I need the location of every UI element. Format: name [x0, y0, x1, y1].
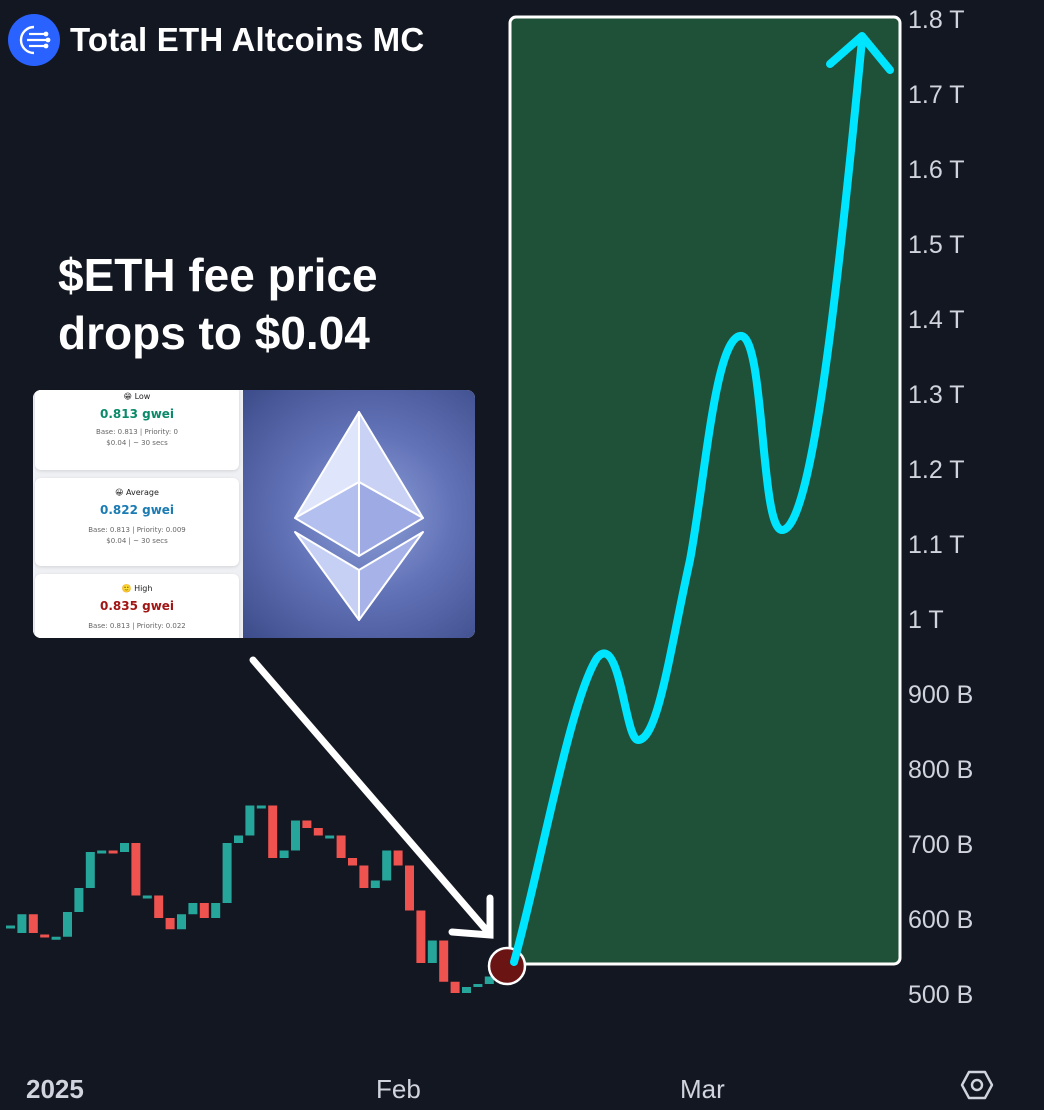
- y-tick: 1.5 T: [908, 231, 965, 259]
- candle: [40, 934, 50, 938]
- y-tick: 1 T: [908, 606, 944, 634]
- chart-header: Total ETH Altcoins MC: [8, 14, 424, 66]
- candle: [51, 936, 61, 940]
- network-nodes-icon: [8, 14, 60, 66]
- annotation-line-1: $ETH fee price: [58, 249, 378, 301]
- candle: [108, 850, 118, 854]
- gas-tier-cost: $0.04 | ~ 30 secs: [106, 537, 168, 545]
- candle: [382, 850, 392, 881]
- candle: [188, 903, 198, 915]
- candle: [484, 976, 494, 984]
- candle: [370, 880, 380, 888]
- x-tick-mar: Mar: [680, 1074, 725, 1104]
- candle: [131, 843, 141, 896]
- chart-title: Total ETH Altcoins MC: [70, 21, 425, 58]
- pointer-arrow: [249, 656, 494, 939]
- x-tick-feb: Feb: [376, 1074, 421, 1104]
- candle: [416, 910, 426, 963]
- candle: [28, 914, 38, 933]
- y-tick: 1.3 T: [908, 381, 965, 409]
- annotation-text: $ETH fee price drops to $0.04: [58, 246, 378, 362]
- gas-tier-high: 🙂 High 0.835 gwei Base: 0.813 | Priority…: [35, 574, 239, 638]
- ethereum-logo-panel: [243, 390, 475, 638]
- gas-tier-value: 0.835 gwei: [99, 599, 175, 613]
- candle: [120, 843, 129, 852]
- candle: [222, 843, 232, 903]
- gas-tier-value: 0.813 gwei: [99, 407, 175, 421]
- candle: [393, 850, 403, 866]
- candle: [154, 895, 164, 918]
- candle: [450, 981, 460, 993]
- candle: [268, 805, 278, 858]
- candle: [279, 850, 289, 858]
- gas-tier-average: 😀 Average 0.822 gwei Base: 0.813 | Prior…: [35, 478, 239, 566]
- y-tick: 800 B: [908, 756, 974, 784]
- candle: [211, 903, 221, 918]
- candle: [142, 895, 152, 899]
- projection-arrowhead: [826, 32, 894, 74]
- candle: [359, 865, 369, 888]
- candle: [234, 835, 243, 843]
- y-tick: 900 B: [908, 681, 974, 709]
- candle: [313, 828, 323, 836]
- y-tick: 700 B: [908, 831, 974, 859]
- candle: [473, 984, 483, 987]
- candles-group: [6, 805, 494, 993]
- gas-tier-label: 🙂 High: [121, 584, 153, 593]
- y-tick: 1.8 T: [908, 6, 965, 34]
- gas-tier-detail: Base: 0.813 | Priority: 0: [96, 428, 178, 436]
- candle: [85, 852, 95, 888]
- candle: [336, 835, 346, 858]
- candle: [245, 805, 255, 836]
- candle: [63, 912, 72, 937]
- projection-line: [510, 36, 866, 966]
- gas-tiers-panel: 😁 Low 0.813 gwei Base: 0.813 | Priority:…: [33, 390, 243, 638]
- y-tick: 500 B: [908, 981, 974, 1009]
- candle: [199, 903, 209, 918]
- annotation-line-2: drops to $0.04: [58, 307, 370, 359]
- candle: [302, 820, 312, 828]
- candle: [165, 918, 175, 930]
- gas-tier-detail: Base: 0.813 | Priority: 0.022: [88, 622, 186, 630]
- ethereum-logo-icon: [294, 411, 424, 621]
- projection-box: [508, 15, 902, 966]
- candle: [348, 858, 357, 866]
- candle: [462, 987, 471, 993]
- candle: [427, 940, 437, 963]
- gas-tier-label: 😁 Low: [123, 392, 151, 401]
- candle: [177, 914, 186, 930]
- y-tick: 1.2 T: [908, 456, 965, 484]
- candle: [405, 865, 414, 911]
- y-tick: 1.7 T: [908, 81, 965, 109]
- gas-fee-card: 😁 Low 0.813 gwei Base: 0.813 | Priority:…: [33, 390, 475, 638]
- x-tick-year: 2025: [26, 1074, 84, 1104]
- gas-tier-label: 😀 Average: [115, 488, 159, 497]
- gas-tier-value: 0.822 gwei: [99, 503, 175, 517]
- candle: [325, 835, 335, 839]
- candle: [74, 888, 84, 912]
- gas-tier-cost: $0.04 | ~ 30 secs: [106, 439, 168, 447]
- gas-tier-detail: Base: 0.813 | Priority: 0.009: [88, 526, 186, 534]
- candle: [256, 805, 266, 809]
- y-tick: 1.6 T: [908, 156, 965, 184]
- y-tick: 1.4 T: [908, 306, 965, 334]
- settings-hexagon-icon[interactable]: [960, 1068, 994, 1102]
- candle: [17, 914, 27, 933]
- candle: [291, 820, 300, 851]
- gas-tier-low: 😁 Low 0.813 gwei Base: 0.813 | Priority:…: [35, 390, 239, 470]
- candle: [6, 925, 15, 929]
- y-tick: 1.1 T: [908, 531, 965, 559]
- y-tick: 600 B: [908, 906, 974, 934]
- candle: [97, 850, 107, 854]
- candle: [439, 940, 449, 982]
